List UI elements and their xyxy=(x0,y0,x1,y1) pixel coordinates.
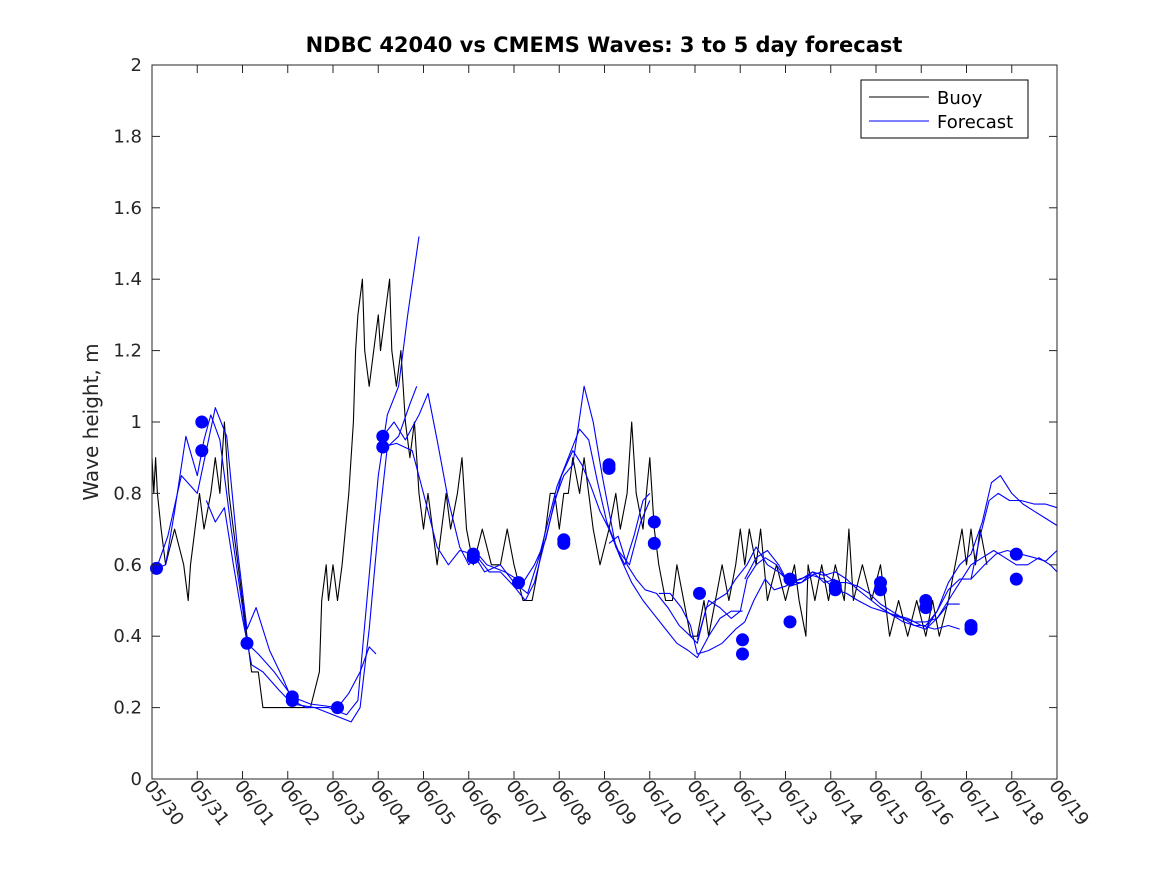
forecast-marker-13 xyxy=(557,533,571,547)
forecast-run-line-11 xyxy=(658,592,746,655)
legend-box xyxy=(860,79,1029,139)
forecast-marker-31 xyxy=(1009,547,1023,561)
forecast-marker-18 xyxy=(693,586,706,600)
forecast-run-line-9 xyxy=(880,475,1058,627)
forecast-marker-5 xyxy=(285,694,299,707)
y-tick-label: 1.2 xyxy=(113,341,142,362)
y-axis-label: Wave height, m xyxy=(79,343,103,500)
forecast-run-line-4 xyxy=(382,428,651,594)
y-tick-label: 0.6 xyxy=(113,555,142,576)
forecast-marker-28 xyxy=(919,601,933,615)
legend-forecast-label: Forecast xyxy=(937,112,1013,133)
forecast-run-line-5 xyxy=(477,450,743,659)
forecast-marker-21 xyxy=(783,572,797,586)
forecast-marker-10 xyxy=(466,551,480,565)
y-tick-label: 2 xyxy=(131,55,142,76)
forecast-marker-15 xyxy=(602,458,616,472)
y-tick-label: 1.4 xyxy=(113,269,142,290)
y-tick-label: 0.4 xyxy=(113,626,142,647)
forecast-marker-30 xyxy=(964,622,978,636)
chart-title: NDBC 42040 vs CMEMS Waves: 3 to 5 day fo… xyxy=(306,33,903,57)
forecast-marker-3 xyxy=(240,636,254,650)
y-tick-label: 0.8 xyxy=(113,483,142,504)
forecast-marker-22 xyxy=(783,615,797,629)
forecast-run-line-1 xyxy=(155,236,420,716)
forecast-run-line-10 xyxy=(925,492,1058,630)
y-tick-label: 1.8 xyxy=(113,126,142,147)
forecast-marker-11 xyxy=(512,576,525,590)
forecast-marker-19 xyxy=(736,633,749,647)
forecast-run-line-7 xyxy=(696,557,960,640)
forecast-marker-32 xyxy=(1009,572,1023,586)
legend: Buoy Forecast xyxy=(860,79,1029,139)
forecast-marker-20 xyxy=(736,647,749,661)
y-tick-label: 1.6 xyxy=(113,198,142,219)
forecast-marker-2 xyxy=(195,444,209,458)
forecast-marker-17 xyxy=(647,536,661,550)
forecast-marker-8 xyxy=(376,440,390,454)
y-tick-label: 1 xyxy=(131,412,142,433)
forecast-marker-24 xyxy=(828,583,842,597)
y-tick-label: 0 xyxy=(131,769,142,790)
forecast-marker-6 xyxy=(331,701,344,715)
forecast-marker-1 xyxy=(195,415,209,429)
forecast-run-line-12 xyxy=(744,549,960,623)
y-tick-label: 0.2 xyxy=(113,698,142,719)
forecast-run-line-0 xyxy=(156,414,377,709)
buoy-series-line xyxy=(151,278,988,709)
legend-buoy-label: Buoy xyxy=(937,88,983,109)
forecast-marker-16 xyxy=(647,515,661,529)
forecast-marker-7 xyxy=(376,429,390,443)
forecast-marker-26 xyxy=(874,583,887,597)
forecast-run-line-3 xyxy=(382,385,651,584)
